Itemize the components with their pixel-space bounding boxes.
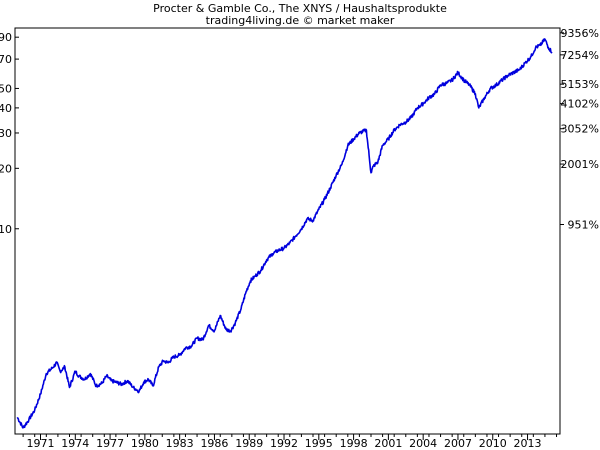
- x-tick-label: 1989: [235, 437, 263, 450]
- y-tick-label-right: 2001%: [561, 158, 599, 171]
- x-axis: 1971 1974 1977 1980 1983 1986 1989 1992 1995 1998…: [22, 434, 558, 450]
- chart-subtitle: trading4living.de © market maker: [206, 14, 395, 27]
- x-tick-label: 1977: [96, 437, 124, 450]
- y-tick-label-left: 90: [0, 31, 12, 44]
- x-tick-label: 2010: [479, 437, 507, 450]
- x-tick-label: 1971: [27, 437, 55, 450]
- y-tick-label-left: 50: [0, 82, 12, 95]
- x-tick-label: 1995: [305, 437, 333, 450]
- series-group: [16, 38, 553, 429]
- price-line: [16, 38, 553, 429]
- y-axis-left: 10 20 30 40 50 70 90: [0, 31, 19, 236]
- x-tick-label: 1992: [270, 437, 298, 450]
- y-tick-label-left: 40: [0, 102, 12, 115]
- x-tick-label: 2001: [374, 437, 402, 450]
- x-tick-label: 2007: [444, 437, 472, 450]
- y-tick-label-right: 951%: [568, 219, 599, 232]
- y-tick-label-left: 70: [0, 53, 12, 66]
- y-tick-label-left: 20: [0, 162, 12, 175]
- y-tick-label-left: 30: [0, 127, 12, 140]
- x-tick-label: 2013: [514, 437, 542, 450]
- plot-border: [14, 27, 561, 435]
- y-tick-label-left: 10: [0, 223, 12, 236]
- chart-title: Procter & Gamble Co., The XNYS / Haushal…: [153, 2, 447, 15]
- y-tick-label-right: 5153%: [561, 78, 599, 91]
- x-tick-label: 1983: [166, 437, 194, 450]
- plot-frame: [14, 27, 561, 435]
- x-tick-label: 1998: [340, 437, 368, 450]
- y-tick-label-right: 9356%: [561, 27, 599, 40]
- y-tick-label-right: 4102%: [561, 98, 599, 111]
- y-tick-label-right: 7254%: [561, 49, 599, 62]
- y-axis-right: 951% 2001% 3052% 4102% 5153% 7254% 9356%: [560, 27, 599, 232]
- x-tick-label: 1980: [131, 437, 159, 450]
- x-tick-label: 1974: [61, 437, 89, 450]
- x-tick-label: 1986: [200, 437, 228, 450]
- y-tick-label-right: 3052%: [561, 123, 599, 136]
- x-tick-label: 2004: [409, 437, 437, 450]
